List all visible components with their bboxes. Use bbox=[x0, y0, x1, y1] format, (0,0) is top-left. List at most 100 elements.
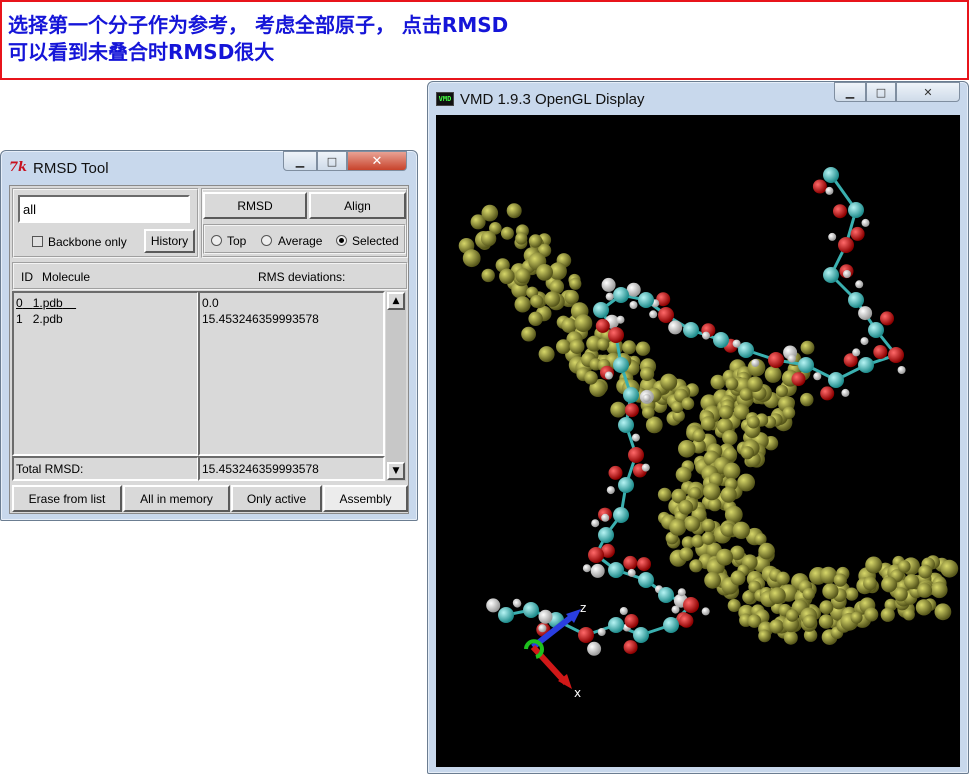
atom bbox=[608, 327, 624, 343]
axes-indicator: z x bbox=[524, 601, 586, 700]
atom bbox=[618, 417, 634, 433]
atom bbox=[593, 302, 609, 318]
opengl-display[interactable]: z x bbox=[436, 115, 960, 767]
vmd-icon: VMD bbox=[436, 92, 454, 106]
atom bbox=[598, 527, 614, 543]
molecule-render[interactable]: z x bbox=[436, 115, 960, 767]
assembly-button[interactable]: Assembly bbox=[323, 485, 408, 512]
atom bbox=[720, 486, 737, 503]
atom bbox=[683, 322, 699, 338]
annotation-line-2: 可以看到未叠合时RMSD很大 bbox=[8, 40, 275, 64]
rmsd-title-bar[interactable]: 7k RMSD Tool bbox=[9, 158, 109, 178]
vmd-close-button[interactable]: ✕ bbox=[896, 82, 960, 102]
atom bbox=[669, 518, 687, 536]
atom bbox=[858, 306, 873, 321]
atom bbox=[721, 522, 736, 537]
header-id: ID bbox=[21, 270, 33, 284]
close-icon: ✕ bbox=[923, 85, 933, 99]
all-in-memory-button[interactable]: All in memory bbox=[123, 485, 230, 512]
atom bbox=[813, 372, 822, 381]
atom bbox=[561, 317, 577, 333]
atom bbox=[613, 287, 629, 303]
radio-average[interactable] bbox=[261, 235, 272, 246]
atom bbox=[629, 301, 638, 309]
action-group bbox=[201, 188, 408, 258]
atom bbox=[538, 346, 555, 363]
atom bbox=[538, 609, 553, 624]
vmd-minimize-button[interactable]: ▁ bbox=[834, 82, 866, 102]
atom bbox=[818, 614, 834, 629]
atom bbox=[597, 628, 606, 636]
atom bbox=[724, 505, 743, 524]
atom bbox=[470, 214, 486, 230]
close-button[interactable]: ✕ bbox=[347, 151, 407, 171]
atom bbox=[775, 384, 788, 398]
atom bbox=[791, 372, 806, 387]
atom bbox=[904, 574, 920, 590]
atom bbox=[656, 292, 671, 307]
radio-top[interactable] bbox=[211, 235, 222, 246]
history-button[interactable]: History bbox=[144, 229, 195, 253]
atom bbox=[738, 342, 754, 358]
radio-selected-label: Selected bbox=[352, 234, 399, 248]
rms-value-0: 0.0 bbox=[202, 296, 219, 310]
atom bbox=[538, 624, 547, 633]
atom bbox=[852, 348, 861, 357]
atom bbox=[902, 608, 915, 621]
atom bbox=[584, 371, 598, 385]
vmd-title-bar[interactable]: VMD VMD 1.9.3 OpenGL Display bbox=[436, 89, 645, 109]
atom bbox=[723, 447, 738, 462]
atom bbox=[786, 609, 799, 622]
rmsd-button[interactable]: RMSD bbox=[203, 192, 307, 219]
minimize-button[interactable]: ▁ bbox=[283, 151, 317, 171]
atom bbox=[678, 499, 694, 515]
atom bbox=[619, 607, 628, 615]
selection-input[interactable]: all bbox=[18, 195, 190, 223]
atom bbox=[499, 268, 515, 285]
atom bbox=[462, 249, 481, 268]
rms-listbox[interactable]: 0.0 15.453246359993578 bbox=[198, 291, 385, 456]
maximize-button[interactable]: □ bbox=[317, 151, 347, 171]
atom bbox=[881, 576, 898, 593]
atom bbox=[635, 341, 651, 356]
molecule-listbox[interactable]: 0 1.pdb 1 2.pdb bbox=[12, 291, 199, 456]
atom bbox=[569, 277, 582, 290]
only-active-button[interactable]: Only active bbox=[231, 485, 322, 512]
list-item[interactable]: 1 2.pdb bbox=[16, 311, 63, 327]
atom bbox=[848, 202, 864, 218]
minimize-icon: ▁ bbox=[845, 85, 855, 99]
vmd-display-window: VMD VMD 1.9.3 OpenGL Display ▁ □ ✕ bbox=[427, 81, 969, 774]
atom bbox=[802, 587, 815, 601]
backbone-checkbox[interactable] bbox=[32, 236, 43, 247]
atom bbox=[556, 339, 571, 354]
total-label: Total RMSD: bbox=[16, 462, 84, 476]
atom bbox=[672, 489, 687, 504]
total-value-box: 15.453246359993578 bbox=[198, 456, 385, 481]
row-id: 1 bbox=[16, 312, 23, 326]
header-molecule: Molecule bbox=[42, 270, 91, 284]
atom bbox=[747, 415, 760, 429]
atom bbox=[850, 611, 863, 624]
list-item[interactable]: 0 1.pdb bbox=[16, 295, 76, 311]
list-scrollbar[interactable]: ▲ ▼ bbox=[386, 291, 406, 481]
atom bbox=[631, 433, 640, 442]
radio-selected[interactable] bbox=[336, 235, 347, 246]
align-button[interactable]: Align bbox=[309, 192, 406, 219]
atom bbox=[608, 465, 623, 480]
atom bbox=[500, 226, 514, 240]
atom bbox=[633, 627, 649, 643]
erase-from-list-button[interactable]: Erase from list bbox=[12, 485, 122, 512]
atom bbox=[918, 564, 933, 579]
atom bbox=[544, 291, 561, 307]
vmd-maximize-button[interactable]: □ bbox=[866, 82, 896, 102]
reference-group bbox=[203, 224, 406, 254]
atom bbox=[725, 377, 739, 391]
atom bbox=[700, 416, 716, 431]
atom bbox=[588, 547, 604, 563]
scroll-up-button[interactable]: ▲ bbox=[387, 292, 405, 310]
scroll-down-button[interactable]: ▼ bbox=[387, 462, 405, 480]
atom bbox=[934, 603, 952, 621]
rmsd-client-area: all Backbone only History RMSD Align Top… bbox=[9, 185, 409, 514]
atom bbox=[841, 388, 850, 397]
atom bbox=[702, 331, 710, 340]
